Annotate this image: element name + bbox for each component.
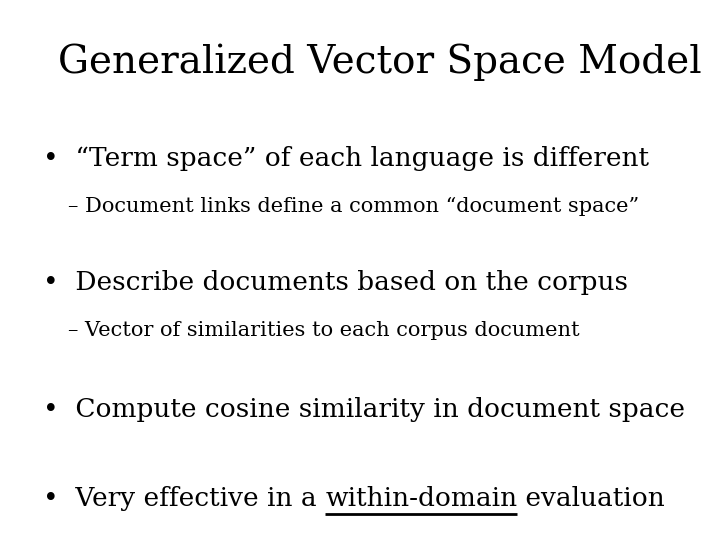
Text: •  Very effective in a: • Very effective in a (43, 486, 325, 511)
Text: within-domain: within-domain (325, 486, 518, 511)
Text: •  Describe documents based on the corpus: • Describe documents based on the corpus (43, 270, 628, 295)
Text: – Vector of similarities to each corpus document: – Vector of similarities to each corpus … (68, 321, 580, 340)
Text: •  “Term space” of each language is different: • “Term space” of each language is diffe… (43, 146, 649, 171)
Text: – Document links define a common “document space”: – Document links define a common “docume… (68, 197, 639, 216)
Text: evaluation: evaluation (518, 486, 665, 511)
Text: •  Compute cosine similarity in document space: • Compute cosine similarity in document … (43, 397, 685, 422)
Text: Generalized Vector Space Model: Generalized Vector Space Model (58, 43, 701, 80)
